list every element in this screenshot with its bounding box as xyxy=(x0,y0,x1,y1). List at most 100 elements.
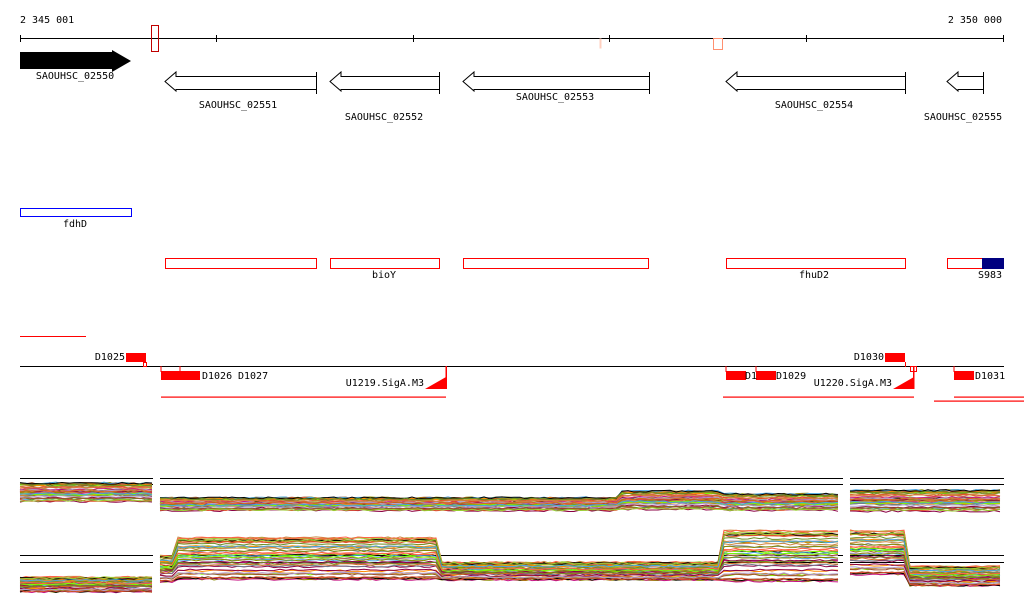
feature-d1030[interactable] xyxy=(885,353,905,362)
annotation-fdhd[interactable]: fdhD xyxy=(20,208,132,231)
expression-trace xyxy=(159,568,839,578)
expression-trace xyxy=(849,529,1001,568)
expression-trace xyxy=(850,566,1001,585)
annotation-box[interactable] xyxy=(165,258,317,269)
feature-d1026[interactable] xyxy=(161,371,200,380)
expression-trace xyxy=(849,508,1001,512)
bioy-label: bioY xyxy=(372,270,396,281)
expression-trace xyxy=(849,500,1000,504)
expression-trace xyxy=(159,571,839,579)
fhud2-label: fhuD2 xyxy=(799,270,829,281)
s983-fill xyxy=(982,258,1004,269)
gene-saouhsc-02550[interactable]: SAOUHSC_02550 xyxy=(20,50,131,82)
d1025-label: D1025 xyxy=(95,352,125,363)
expression-trace xyxy=(849,545,1001,576)
expression-trace xyxy=(19,486,153,490)
expression-trace xyxy=(849,497,1001,501)
s983-label: S983 xyxy=(978,270,1002,281)
expression-trace xyxy=(849,567,1001,585)
u1219-label: U1219.SigA.M3 xyxy=(346,378,424,389)
d1031-label: D1031 xyxy=(975,371,1005,382)
u1219-triangle[interactable] xyxy=(425,377,446,389)
expression-trace xyxy=(19,483,153,487)
viewport-marker[interactable] xyxy=(151,25,159,52)
gene-saouhsc-02555[interactable]: SAOUHSC_02555 xyxy=(924,70,1002,123)
d1030-label: D1030 xyxy=(854,352,884,363)
expression-trace xyxy=(849,495,1001,499)
expression-trace xyxy=(849,493,1001,497)
expression-trace xyxy=(849,535,1001,571)
expression-trace xyxy=(160,504,839,510)
expression-trace xyxy=(849,549,1001,577)
expression-trace xyxy=(19,481,153,485)
expression-trace xyxy=(159,496,839,505)
expression-trace xyxy=(849,489,1001,492)
feature-d1029[interactable] xyxy=(756,371,776,380)
expression-trace xyxy=(159,552,839,572)
expression-trace xyxy=(849,532,1001,570)
gene-saouhsc-02551[interactable]: SAOUHSC_02551 xyxy=(164,70,317,111)
ruler-start-label: 2 345 001 xyxy=(20,15,74,26)
expression-trace xyxy=(19,582,153,586)
svg-text:SAOUHSC_02555: SAOUHSC_02555 xyxy=(924,112,1002,123)
u1220-label: U1220.SigA.M3 xyxy=(814,378,892,389)
expression-trace xyxy=(19,584,153,588)
expression-trace xyxy=(850,504,1001,508)
d1026-label: D1026 xyxy=(202,371,232,382)
ruler-axis xyxy=(20,35,1004,42)
expression-trace xyxy=(159,545,839,570)
expression-trace xyxy=(159,500,839,507)
annotation-bioy[interactable] xyxy=(330,258,440,269)
svg-text:SAOUHSC_02551: SAOUHSC_02551 xyxy=(199,100,277,111)
expression-trace xyxy=(159,489,839,500)
expression-trace xyxy=(19,489,153,493)
gene-saouhsc-02552[interactable]: SAOUHSC_02552 xyxy=(329,70,440,123)
expression-trace xyxy=(159,502,839,509)
u1220-triangle[interactable] xyxy=(893,377,914,389)
expression-trace xyxy=(19,580,153,584)
expression-trace xyxy=(19,494,153,498)
expression-trace xyxy=(849,490,1001,494)
d1028-label: D1 xyxy=(745,371,757,382)
svg-text:SAOUHSC_02553: SAOUHSC_02553 xyxy=(516,92,594,103)
expression-trace xyxy=(849,548,1001,577)
expression-trace xyxy=(19,492,153,496)
expression-trace xyxy=(849,556,1001,580)
feature-d1025[interactable] xyxy=(126,353,146,362)
expression-trace xyxy=(159,576,839,582)
expression-trace xyxy=(159,560,839,575)
expression-trace xyxy=(849,506,1001,510)
d1027-label: D1027 xyxy=(238,371,268,382)
expression-trace xyxy=(849,563,1001,583)
expression-trace xyxy=(19,581,153,585)
expression-trace xyxy=(19,499,153,502)
svg-text:fdhD: fdhD xyxy=(63,219,87,230)
expression-trace xyxy=(160,540,839,568)
expression-trace xyxy=(159,507,839,512)
svg-text:SAOUHSC_02550: SAOUHSC_02550 xyxy=(36,71,114,82)
expression-profiles xyxy=(19,478,1004,594)
expression-trace xyxy=(849,538,1001,572)
expression-trace xyxy=(160,491,839,501)
expression-trace xyxy=(159,548,839,571)
expression-trace xyxy=(849,532,1001,570)
gene-saouhsc-02554[interactable]: SAOUHSC_02554 xyxy=(725,70,906,111)
expression-trace xyxy=(849,571,1001,587)
expression-trace xyxy=(19,496,153,500)
annotation-box[interactable] xyxy=(463,258,649,269)
feature-d1028[interactable] xyxy=(726,371,746,380)
gene-saouhsc-02553[interactable]: SAOUHSC_02553 xyxy=(462,70,650,103)
expression-trace xyxy=(159,556,839,574)
expression-trace xyxy=(159,497,839,505)
expression-trace xyxy=(159,532,839,565)
d1029-label: D1029 xyxy=(776,371,806,382)
expression-trace xyxy=(159,494,839,503)
expression-trace xyxy=(19,483,153,486)
expression-trace xyxy=(849,539,1001,573)
annotation-fhud2[interactable] xyxy=(726,258,906,269)
feature-d1031[interactable] xyxy=(954,371,974,380)
expression-trace xyxy=(159,577,839,584)
svg-text:SAOUHSC_02552: SAOUHSC_02552 xyxy=(345,112,423,123)
